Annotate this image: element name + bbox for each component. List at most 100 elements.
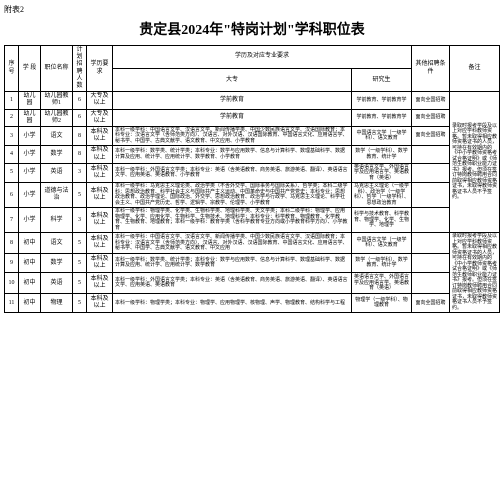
cell-major-b: 本科一级学科：马克思主义理论类、政治学类（不含外交学、国际事务与国际关系）、哲学…	[113, 183, 352, 208]
cell-major-g: 英语语言文学、外国语言学及应用语言学、英语教育（英语）	[351, 163, 411, 183]
table-row: 1 幼儿园 幼儿园教师1 6 大专及以上 学前教育 学前教育、学前教育学 面向全…	[5, 92, 500, 109]
cell-position: 英语	[41, 273, 73, 294]
cell-count: 8	[73, 146, 87, 163]
cell-edu: 本科及以上	[87, 183, 113, 208]
cell-major-g: 数学（一级学科）、数学教育、统计学	[351, 254, 411, 273]
cell-position: 数学	[41, 254, 73, 273]
cell-remark: 录取时报考学段及以上对应学科教师资格。暂未取得相应教师资格证书的人员，可持在有效…	[450, 233, 500, 313]
table-row: 5 小学 英语 3 本科及以上 本科一级学科：外国语言文学类；本科专业：英语（含…	[5, 163, 500, 183]
cell-seq: 2	[5, 109, 19, 126]
table-body: 1 幼儿园 幼儿园教师1 6 大专及以上 学前教育 学前教育、学前教育学 面向全…	[5, 92, 500, 313]
cell-count: 6	[73, 109, 87, 126]
table-row: 11 初中 物理 5 本科及以上 本科一级学科：物理学类；本科专业：物理学、应用…	[5, 294, 500, 313]
cell-edu: 本科及以上	[87, 294, 113, 313]
cell-major-b: 本科一级学科：数学类、统计学类；本科专业：数学与应用数学、信息与计算科学、数理基…	[113, 146, 352, 163]
table-row: 8 初中 语文 5 本科及以上 本科一级学科：中国语言文学、汉语言文学、新闻传播…	[5, 233, 500, 254]
cell-other	[412, 254, 450, 273]
th-remark: 备注	[450, 46, 500, 92]
cell-position: 语文	[41, 126, 73, 146]
cell-position: 物理	[41, 294, 73, 313]
cell-position: 科学	[41, 208, 73, 233]
th-stage: 学 段	[19, 46, 41, 92]
cell-other: 面向全国招聘	[412, 294, 450, 313]
cell-major-b: 本科一级学科：物理学类；本科专业：物理学、应用物理学、核物理、声学、物理教育、结…	[113, 294, 352, 313]
cell-edu: 大专及以上	[87, 92, 113, 109]
cell-other: 面向全国招聘	[412, 126, 450, 146]
cell-position: 幼儿园教师2	[41, 109, 73, 126]
cell-stage: 小学	[19, 208, 41, 233]
cell-major-b: 本科一级学科：物理学类、化学类、生物科学类、地理科学类、天文学类；本科二级学科：…	[113, 208, 352, 233]
cell-edu: 本科及以上	[87, 208, 113, 233]
cell-other	[412, 163, 450, 183]
cell-position: 数学	[41, 146, 73, 163]
cell-stage: 小学	[19, 146, 41, 163]
cell-count: 5	[73, 183, 87, 208]
cell-count: 5	[73, 294, 87, 313]
th-count: 计划招聘人数	[73, 46, 87, 92]
cell-major-g: 物理学（一级学科）、物理教育	[351, 294, 411, 313]
cell-edu: 本科及以上	[87, 163, 113, 183]
cell-position: 语文	[41, 233, 73, 254]
cell-major-b: 本科一级学科：中国语言文学、汉语言文学、新闻传播学类、中国少数民族语言文学、汉语…	[113, 126, 352, 146]
positions-table: 序号 学 段 职位名称 计划招聘人数 学历要求 学历及对应专业要求 其他招聘条件…	[4, 45, 500, 313]
cell-major-g: 英语语言文学、外国语言学及应用语言学、英语教育（英语）	[351, 273, 411, 294]
cell-seq: 3	[5, 126, 19, 146]
cell-major-b: 本科一级学科：外国语言文学类；本科专业：英语（含英语教育、商务英语、旅游英语、翻…	[113, 273, 352, 294]
cell-other: 面向全国招聘	[412, 109, 450, 126]
cell-stage: 幼儿园	[19, 92, 41, 109]
th-major-g: 研究生	[351, 69, 411, 92]
cell-position: 英语	[41, 163, 73, 183]
cell-major-g: 中国语言文学（一级学科）、语文教育	[351, 233, 411, 254]
cell-count: 6	[73, 92, 87, 109]
th-seq: 序号	[5, 46, 19, 92]
cell-major-b: 学前教育	[113, 109, 352, 126]
cell-edu: 本科及以上	[87, 273, 113, 294]
cell-stage: 初中	[19, 294, 41, 313]
cell-seq: 10	[5, 273, 19, 294]
cell-major-g: 学前教育、学前教育学	[351, 109, 411, 126]
cell-other: 面向全国招聘	[412, 92, 450, 109]
cell-count: 5	[73, 273, 87, 294]
cell-seq: 8	[5, 233, 19, 254]
cell-edu: 本科及以上	[87, 254, 113, 273]
cell-edu: 本科及以上	[87, 233, 113, 254]
cell-other	[412, 183, 450, 208]
cell-stage: 初中	[19, 273, 41, 294]
cell-seq: 9	[5, 254, 19, 273]
cell-stage: 幼儿园	[19, 109, 41, 126]
cell-other	[412, 208, 450, 233]
table-row: 3 小学 语文 8 本科及以上 本科一级学科：中国语言文学、汉语言文学、新闻传播…	[5, 126, 500, 146]
cell-major-b: 本科一级学科：外国语言文学类；本科专业：英语（含英语教育、商务英语、旅游英语、翻…	[113, 163, 352, 183]
cell-seq: 4	[5, 146, 19, 163]
cell-count: 5	[73, 233, 87, 254]
cell-seq: 7	[5, 208, 19, 233]
cell-major-b: 本科一级学科：数学类、统计学类；本科专业：数学与应用数学、信息与计算科学、数理基…	[113, 254, 352, 273]
cell-seq: 1	[5, 92, 19, 109]
table-row: 4 小学 数学 8 本科及以上 本科一级学科：数学类、统计学类；本科专业：数学与…	[5, 146, 500, 163]
cell-major-g: 中国语言文学（一级学科）、语文教育	[351, 126, 411, 146]
cell-other	[412, 233, 450, 254]
cell-count: 3	[73, 208, 87, 233]
cell-position: 幼儿园教师1	[41, 92, 73, 109]
cell-count: 5	[73, 254, 87, 273]
table-row: 2 幼儿园 幼儿园教师2 6 大专及以上 学前教育 学前教育、学前教育学 面向全…	[5, 109, 500, 126]
cell-seq: 6	[5, 183, 19, 208]
page-title: 贵定县2024年"特岗计划"学科职位表	[4, 19, 500, 39]
cell-seq: 5	[5, 163, 19, 183]
th-position: 职位名称	[41, 46, 73, 92]
cell-seq: 11	[5, 294, 19, 313]
table-row: 7 小学 科学 3 本科及以上 本科一级学科：物理学类、化学类、生物科学类、地理…	[5, 208, 500, 233]
cell-stage: 小学	[19, 183, 41, 208]
th-major: 学历及对应专业要求	[113, 46, 412, 69]
cell-edu: 本科及以上	[87, 146, 113, 163]
cell-major-g: 马克思主义理论（一级学科）、政治学（一级学科）、哲学（一级学科）、思想政治教育	[351, 183, 411, 208]
cell-count: 8	[73, 126, 87, 146]
cell-other	[412, 273, 450, 294]
cell-other	[412, 146, 450, 163]
cell-position: 道德与法治	[41, 183, 73, 208]
table-row: 9 初中 数学 5 本科及以上 本科一级学科：数学类、统计学类；本科专业：数学与…	[5, 254, 500, 273]
cell-count: 3	[73, 163, 87, 183]
attachment-label: 附表2	[4, 4, 500, 15]
table-row: 6 小学 道德与法治 5 本科及以上 本科一级学科：马克思主义理论类、政治学类（…	[5, 183, 500, 208]
th-edu: 学历要求	[87, 46, 113, 92]
